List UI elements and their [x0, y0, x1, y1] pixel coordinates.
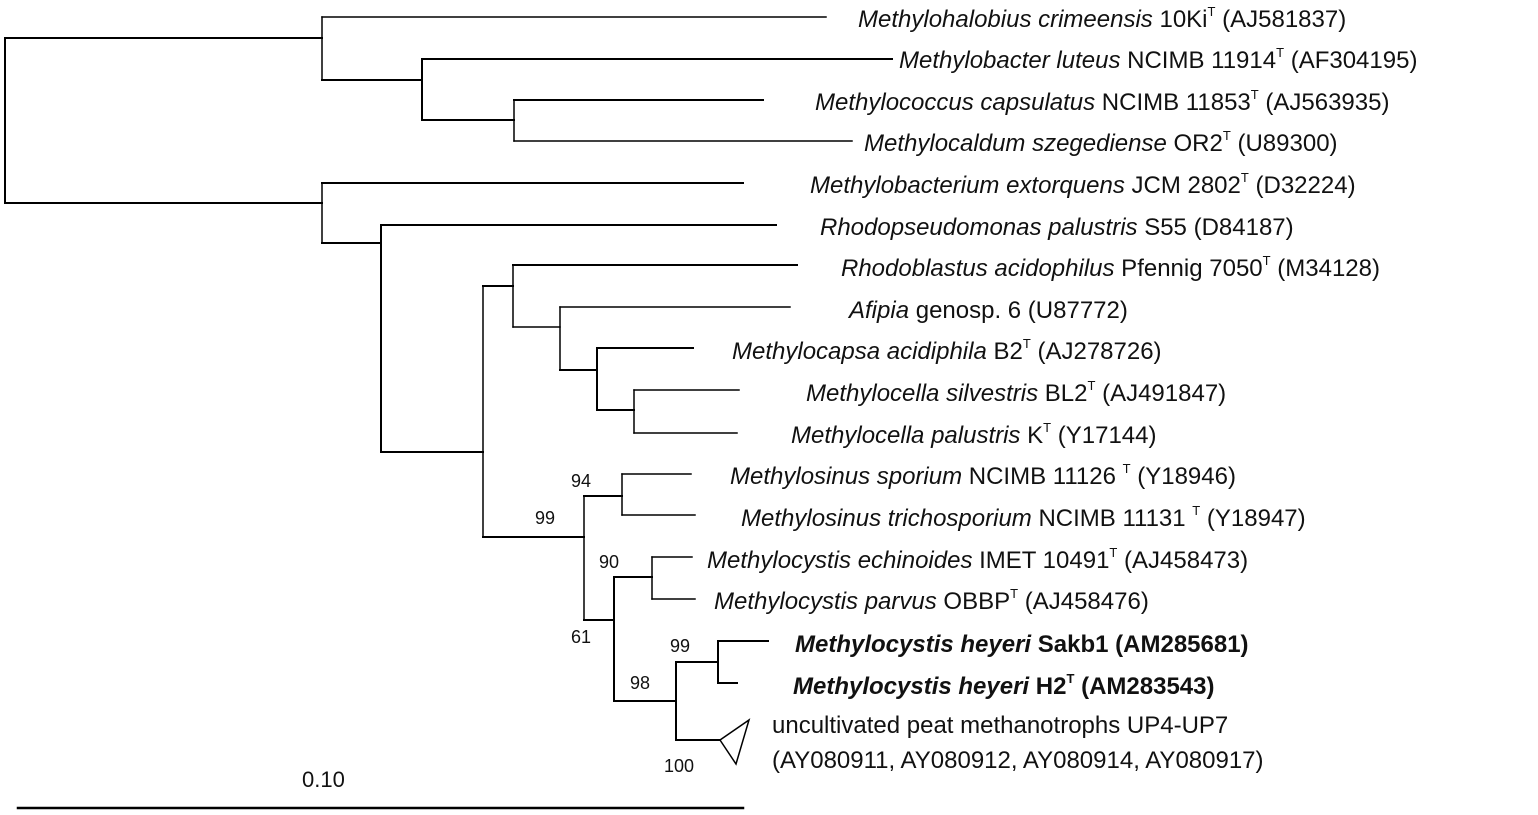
bootstrap-value: 98 [630, 673, 650, 693]
taxon-label: Methylosinus sporium NCIMB 11126 T (Y189… [730, 461, 1236, 490]
tree-branches [4, 16, 893, 766]
taxon-label: Rhodoblastus acidophilus Pfennig 7050T (… [841, 253, 1380, 282]
taxon-label: Methylocella silvestris BL2T (AJ491847) [806, 378, 1226, 407]
bootstrap-value: 61 [571, 627, 591, 647]
taxon-label: Methylocella palustris KT (Y17144) [791, 420, 1156, 449]
taxon-label: Methylocaldum szegediense OR2T (U89300) [864, 128, 1338, 157]
taxon-label: Methylosinus trichosporium NCIMB 11131 T… [741, 503, 1306, 532]
taxon-label: Methylococcus capsulatus NCIMB 11853T (A… [815, 87, 1389, 116]
taxon-label: Afipia genosp. 6 (U87772) [847, 297, 1128, 324]
bootstrap-value: 94 [571, 471, 591, 491]
taxon-label-uncultivated-line2: (AY080911, AY080912, AY080914, AY080917) [772, 747, 1264, 774]
collapsed-clade-triangle [718, 718, 751, 766]
taxon-label-highlight: Methylocystis heyeri Sakb1 (AM285681) [795, 631, 1249, 658]
taxon-label: Methylocapsa acidiphila B2T (AJ278726) [732, 336, 1162, 365]
taxon-label: Methylocystis parvus OBBPT (AJ458476) [714, 586, 1149, 615]
taxon-labels: Methylohalobius crimeensis 10KiT (AJ5818… [707, 4, 1417, 774]
taxon-label: Methylohalobius crimeensis 10KiT (AJ5818… [858, 4, 1346, 33]
bootstrap-value: 99 [670, 636, 690, 656]
taxon-label: Methylobacter luteus NCIMB 11914T (AF304… [899, 45, 1417, 74]
bootstrap-values: 94 99 90 61 99 98 100 [535, 471, 694, 776]
bootstrap-value: 90 [599, 552, 619, 572]
scale-bar-label: 0.10 [302, 767, 345, 792]
taxon-label-highlight: Methylocystis heyeri H2T (AM283543) [793, 671, 1214, 700]
bootstrap-value: 100 [664, 756, 694, 776]
taxon-label-uncultivated-line1: uncultivated peat methanotrophs UP4-UP7 [772, 712, 1228, 739]
taxon-label: Methylobacterium extorquens JCM 2802T (D… [810, 170, 1356, 199]
taxon-label: Methylocystis echinoides IMET 10491T (AJ… [707, 545, 1248, 574]
scale-bar: 0.10 [16, 767, 745, 810]
taxon-label: Rhodopseudomonas palustris S55 (D84187) [820, 214, 1294, 241]
bootstrap-value: 99 [535, 508, 555, 528]
